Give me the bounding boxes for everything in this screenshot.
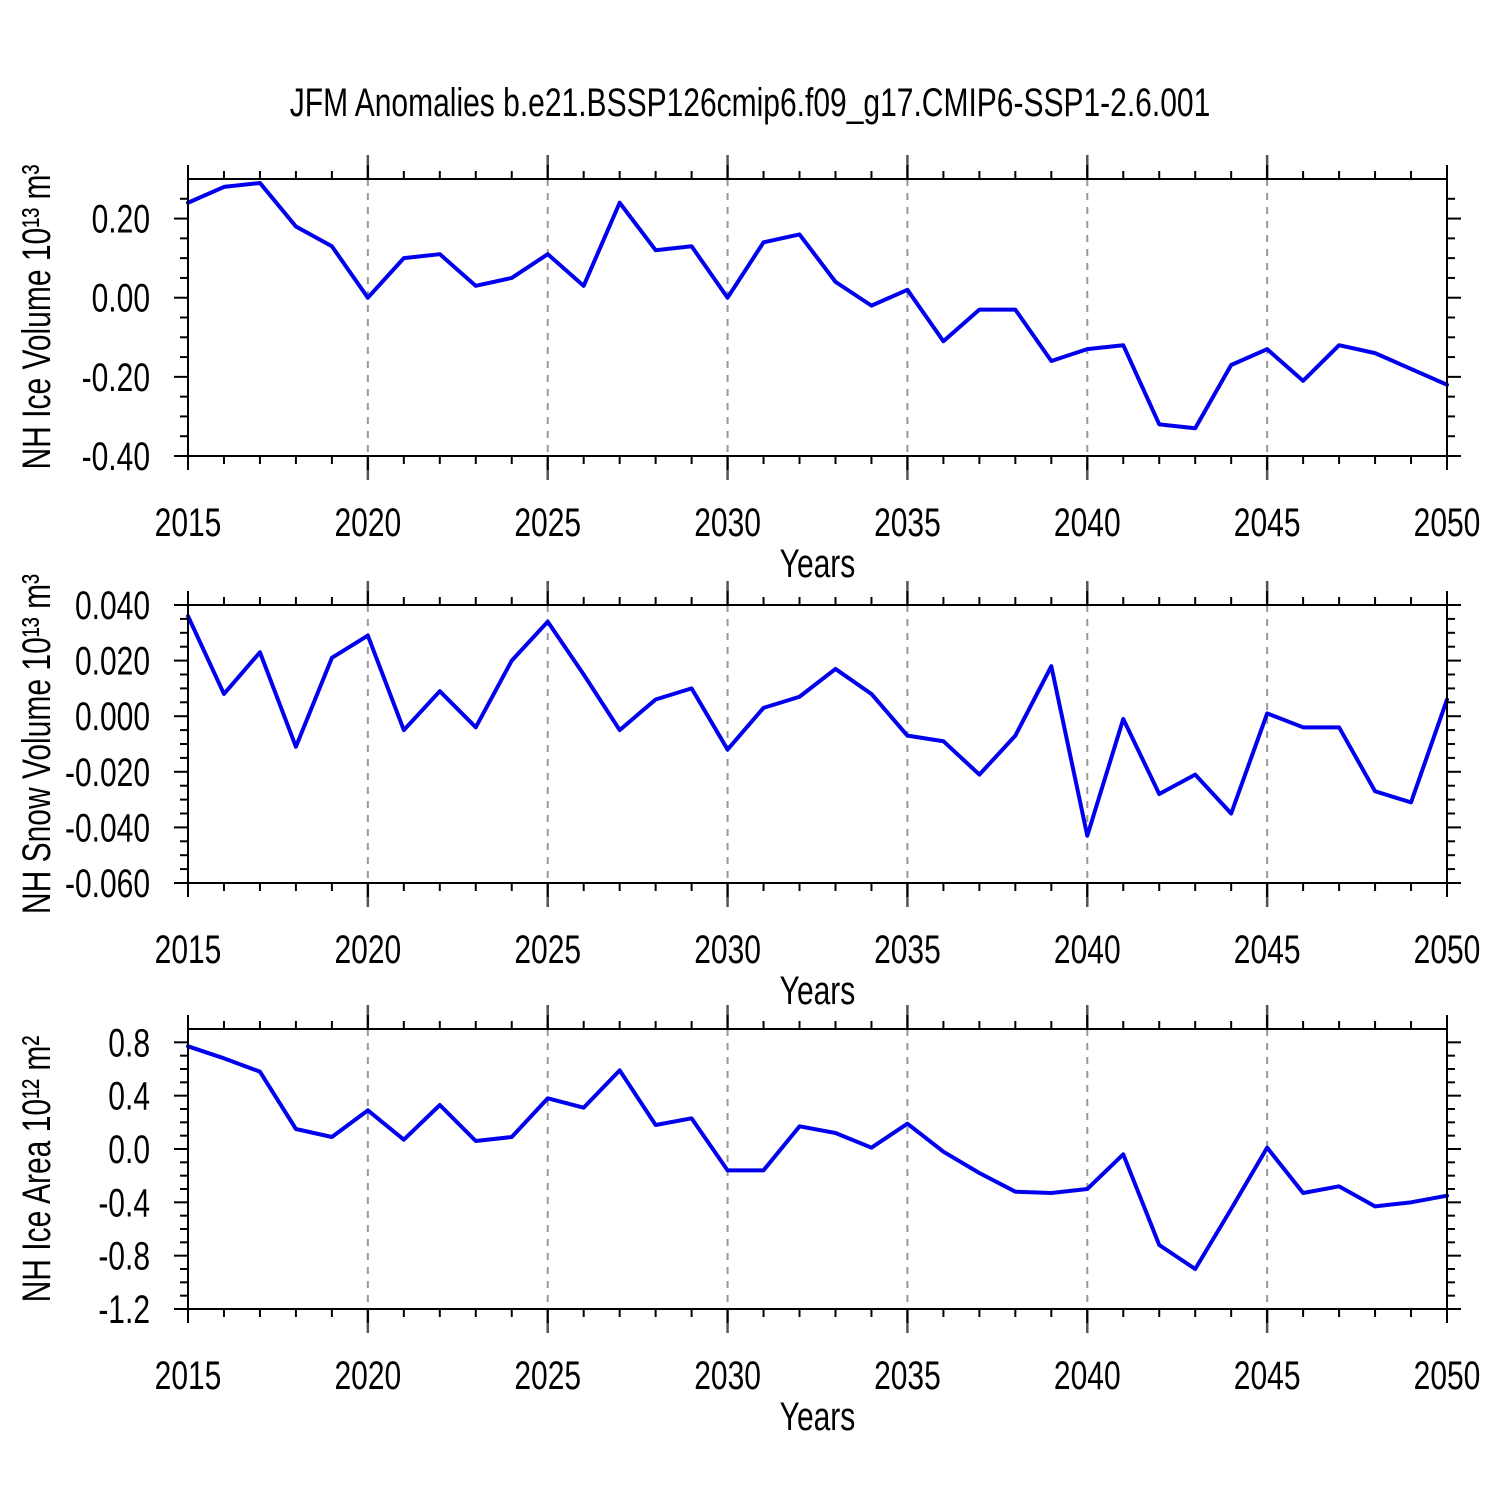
y-tick-label: -0.040 [65,806,150,850]
x-tick-label: 2035 [874,928,941,972]
x-axis-label-years-top: Years [779,542,856,586]
figure-title: JFM Anomalies b.e21.BSSP126cmip6.f09_g17… [289,81,1211,125]
y-tick-label: 0.040 [75,584,150,628]
y-axis-label-ice-volume: NH Ice Volume 10¹³ m³ [15,164,59,470]
x-tick-label: 2020 [334,1354,401,1398]
x-tick-label: 2020 [334,501,401,545]
panel-border [187,1028,1448,1310]
x-tick-label: 2045 [1234,928,1301,972]
y-tick-label: 0.000 [75,695,150,739]
x-tick-label: 2025 [514,928,581,972]
x-tick-label: 2030 [694,928,761,972]
x-tick-label: 2050 [1414,928,1481,972]
y-tick-label: 0.8 [108,1021,150,1065]
y-tick-label: 0.0 [108,1128,150,1172]
x-tick-label: 2040 [1054,501,1121,545]
data-line-series [186,614,1449,838]
x-tick-label: 2035 [874,501,941,545]
x-axis-label-years-middle: Years [779,969,856,1013]
data-line-series [186,180,1449,431]
x-axis-label-years-bottom: Years [779,1395,856,1439]
x-tick-label: 2040 [1054,928,1121,972]
x-tick-label: 2030 [694,501,761,545]
x-tick-label: 2045 [1234,1354,1301,1398]
y-tick-label: -0.8 [98,1235,150,1279]
x-tick-label: 2025 [514,501,581,545]
x-tick-label: 2040 [1054,1354,1121,1398]
x-tick-label: 2025 [514,1354,581,1398]
data-line-series [186,1044,1449,1271]
y-tick-label: 0.4 [108,1075,150,1119]
y-tick-label: 0.20 [92,197,150,241]
x-tick-label: 2050 [1414,1354,1481,1398]
y-tick-label: -0.40 [82,435,150,479]
y-tick-label: 0.00 [92,277,150,321]
x-tick-label: 2015 [155,928,222,972]
x-tick-label: 2050 [1414,501,1481,545]
y-tick-label: -0.20 [82,356,150,400]
y-tick-label: -0.4 [98,1181,150,1225]
y-tick-label: -1.2 [98,1288,150,1332]
y-axis-label-snow-volume: NH Snow Volume 10¹³ m³ [15,573,59,915]
panel-border [187,178,1448,457]
x-tick-label: 2030 [694,1354,761,1398]
y-tick-label: -0.060 [65,862,150,906]
x-tick-label: 2015 [155,1354,222,1398]
x-tick-label: 2015 [155,501,222,545]
x-tick-label: 2045 [1234,501,1301,545]
x-tick-label: 2020 [334,928,401,972]
y-tick-label: -0.020 [65,751,150,795]
y-axis-label-ice-area: NH Ice Area 10¹² m² [15,1035,59,1303]
x-tick-label: 2035 [874,1354,941,1398]
y-tick-label: 0.020 [75,640,150,684]
